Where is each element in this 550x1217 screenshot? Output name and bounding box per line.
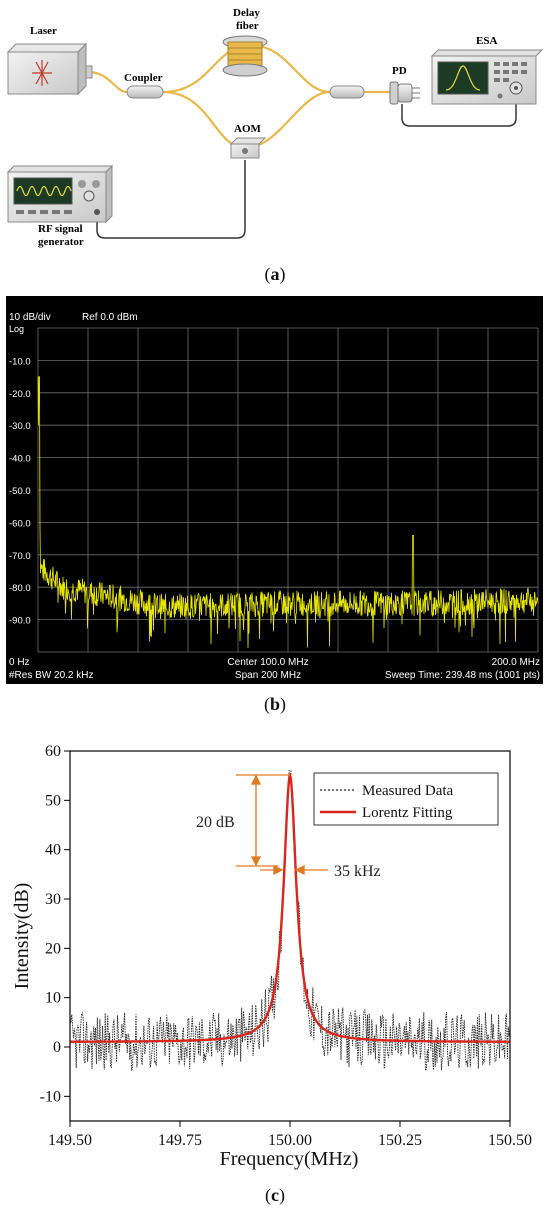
- esa-start-freq: 0 Hz: [9, 657, 30, 668]
- esa-trace-group: [37, 376, 539, 649]
- rf-signal-generator: [6, 164, 114, 224]
- laser-label: Laser: [30, 25, 57, 37]
- photodetector: [389, 81, 420, 105]
- c-y-tick-label: 20: [45, 940, 61, 957]
- delay-fiber-label-1: Delay: [233, 7, 260, 19]
- c-y-tick-label: 30: [45, 891, 61, 908]
- esa-log-label: Log: [9, 324, 24, 334]
- legend-lorentz-fitting: Lorentz Fitting: [362, 805, 453, 821]
- c-x-tick-label: 150.00: [268, 1132, 312, 1149]
- coupler-2: [329, 85, 365, 99]
- caption-b: (b): [263, 694, 286, 714]
- c-y-tick-label: 40: [45, 842, 61, 859]
- lorentz-fitting-line: [70, 772, 510, 1043]
- annotation-20db: 20 dB: [196, 814, 235, 831]
- esa-stop-freq: 200.0 MHz: [492, 657, 540, 668]
- aom-device: [229, 137, 267, 159]
- c-y-tick-label: -10: [40, 1088, 61, 1105]
- c-y-axis-label: Intensity(dB): [11, 883, 33, 990]
- setup-diagram-svg: Laser Coupler Delay fiber AOM PD: [6, 7, 544, 248]
- esa-screen: [437, 61, 489, 95]
- esa-res-bw: #Res BW 20.2 kHz: [9, 670, 93, 681]
- laser-star-icon: [32, 60, 52, 86]
- esa-header-scale: 10 dB/div: [9, 312, 51, 323]
- caption-c: (c): [265, 1185, 285, 1205]
- esa-y-tick-label: -90.0: [9, 616, 31, 627]
- lorentz-chart: 149.50 149.75 150.00 150.25 150.50 -10 0 10 20 30…: [11, 743, 532, 1170]
- aom-label: AOM: [234, 123, 262, 135]
- legend-box: [313, 772, 499, 826]
- annotation-35khz: 35 kHz: [334, 863, 381, 880]
- c-y-tick-label: 0: [53, 1039, 61, 1056]
- coupler-1: [126, 85, 164, 99]
- esa-grid: [37, 327, 539, 653]
- c-y-tick-label: 10: [45, 990, 61, 1007]
- c-x-tick-label: 149.75: [158, 1132, 202, 1149]
- esa-y-tick-label: -70.0: [9, 551, 31, 562]
- cable-paths: [96, 100, 517, 239]
- delay-fiber-spool: [222, 35, 268, 77]
- c-ticks: 149.50 149.75 150.00 150.25 150.50 -10 0 10 20 30…: [40, 743, 532, 1149]
- esa-header-ref: Ref 0.0 dBm: [82, 312, 138, 323]
- esa-y-tick-label: -30.0: [9, 421, 31, 432]
- rf-screen: [13, 177, 73, 205]
- esa-center-freq: Center 100.0 MHz: [227, 657, 308, 668]
- esa-sweep-time: Sweep Time: 239.48 ms (1001 pts): [385, 670, 540, 681]
- c-y-tick-label: 60: [45, 743, 61, 760]
- c-x-axis-label: Frequency(MHz): [220, 1148, 359, 1170]
- caption-a: (a): [264, 264, 286, 284]
- esa-device: [430, 49, 544, 105]
- esa-label: ESA: [476, 35, 497, 47]
- esa-y-tick-label: -80.0: [9, 583, 31, 594]
- c-x-tick-label: 150.25: [378, 1132, 422, 1149]
- esa-y-tick-label: -40.0: [9, 454, 31, 465]
- esa-y-tick-label: -50.0: [9, 486, 31, 497]
- esa-y-tick-label: -60.0: [9, 518, 31, 529]
- c-y-tick-label: 50: [45, 792, 61, 809]
- panel-b-spectrum-analyzer: -10.0 -20.0 -30.0 -40.0 -50.0 -60.0 -70.0 -80.0…: [0, 296, 550, 684]
- c-x-tick-label: 150.50: [488, 1132, 532, 1149]
- panel-a-setup-diagram: Laser Coupler Delay fiber AOM PD: [0, 0, 550, 265]
- esa-y-ticks: -10.0 -20.0 -30.0 -40.0 -50.0 -60.0 -70.0 -80.0…: [9, 356, 31, 626]
- measured-data-line: [69, 770, 511, 1072]
- c-trace-group: [69, 770, 511, 1072]
- esa-y-tick-label: -10.0: [9, 356, 31, 367]
- rf-label-2: generator: [38, 236, 84, 248]
- rf-label-1: RF signal: [38, 223, 83, 235]
- c-legend: Measured Data Lorentz Fitting: [313, 772, 499, 826]
- esa-y-tick-label: -20.0: [9, 389, 31, 400]
- delay-fiber-label-2: fiber: [236, 20, 259, 32]
- c-annotations: [236, 774, 328, 876]
- pd-label: PD: [392, 65, 407, 77]
- esa-spectrum-trace: [37, 376, 539, 649]
- esa-spectrum-chart: -10.0 -20.0 -30.0 -40.0 -50.0 -60.0 -70.0 -80.0…: [6, 296, 543, 684]
- panel-c-lorentz-chart: 149.50 149.75 150.00 150.25 150.50 -10 0 10 20 30…: [0, 730, 550, 1175]
- c-x-tick-label: 149.50: [48, 1132, 92, 1149]
- laser-device: [6, 42, 93, 96]
- legend-measured-data: Measured Data: [362, 783, 454, 799]
- coupler-label: Coupler: [124, 72, 163, 84]
- esa-span: Span 200 MHz: [235, 670, 301, 681]
